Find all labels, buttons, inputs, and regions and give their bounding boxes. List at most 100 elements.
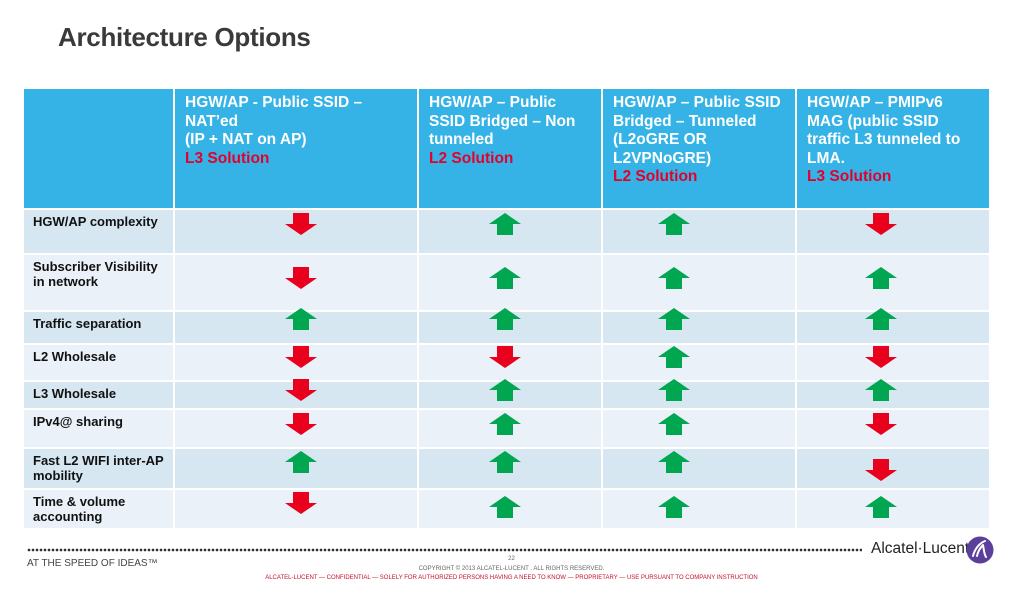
red-down-arrow-icon <box>285 379 317 401</box>
green-up-arrow-icon <box>865 267 897 289</box>
green-up-arrow-icon <box>658 496 690 518</box>
rating-cell <box>601 253 797 312</box>
rating-cell <box>601 488 797 530</box>
rating-cell <box>417 488 603 530</box>
green-up-arrow-icon <box>658 308 690 330</box>
red-down-arrow-icon <box>865 413 897 435</box>
column-header-text: HGW/AP – PMIPv6 MAG (public SSID traffic… <box>807 94 961 167</box>
column-header: HGW/AP – Public SSID Bridged – Non tunne… <box>417 87 603 210</box>
red-down-arrow-icon <box>285 346 317 368</box>
architecture-table: HGW/AP - Public SSID – NAT’ed (IP + NAT … <box>22 87 991 530</box>
rating-cell <box>417 379 603 410</box>
rating-cell <box>795 488 991 530</box>
green-up-arrow-icon <box>285 308 317 330</box>
column-header: HGW/AP – Public SSID Bridged – Tunneled … <box>601 87 797 210</box>
green-up-arrow-icon <box>658 213 690 235</box>
slide-title: Architecture Options <box>58 22 311 52</box>
green-up-arrow-icon <box>489 267 521 289</box>
footer-tagline: AT THE SPEED OF IDEAS™ <box>27 558 158 569</box>
table-row: L3 Wholesale <box>22 379 991 410</box>
rating-cell <box>795 379 991 410</box>
rating-cell <box>417 343 603 382</box>
table-row: Time & volume accounting <box>22 488 991 530</box>
red-down-arrow-icon <box>865 213 897 235</box>
table-header-row: HGW/AP - Public SSID – NAT’ed (IP + NAT … <box>22 87 991 210</box>
rating-cell <box>601 308 797 345</box>
red-down-arrow-icon <box>285 492 317 514</box>
column-header: HGW/AP - Public SSID – NAT’ed (IP + NAT … <box>173 87 419 210</box>
solution-label: L2 Solution <box>613 168 698 185</box>
green-up-arrow-icon <box>489 379 521 401</box>
rating-cell <box>173 253 419 312</box>
brand-name: Alcatel·Lucent <box>871 540 970 557</box>
rating-cell <box>795 253 991 312</box>
row-label: Time & volume accounting <box>22 488 175 530</box>
green-up-arrow-icon <box>489 413 521 435</box>
green-up-arrow-icon <box>489 213 521 235</box>
rating-cell <box>601 208 797 255</box>
rating-cell <box>173 488 419 530</box>
alcatel-lucent-logo-icon <box>966 536 994 564</box>
red-down-arrow-icon <box>489 346 521 368</box>
green-up-arrow-icon <box>865 496 897 518</box>
rating-cell <box>417 447 603 490</box>
table-row: IPv4@ sharing <box>22 408 991 449</box>
rating-cell <box>417 308 603 345</box>
row-label: IPv4@ sharing <box>22 408 175 449</box>
green-up-arrow-icon <box>658 267 690 289</box>
footer-dotted-line <box>27 547 862 553</box>
rating-cell <box>601 447 797 490</box>
green-up-arrow-icon <box>658 379 690 401</box>
green-up-arrow-icon <box>285 451 317 473</box>
red-down-arrow-icon <box>865 346 897 368</box>
red-down-arrow-icon <box>865 459 897 481</box>
rating-cell <box>173 379 419 410</box>
rating-cell <box>795 343 991 382</box>
rating-cell <box>173 447 419 490</box>
green-up-arrow-icon <box>658 346 690 368</box>
header-corner-cell <box>22 87 175 210</box>
rating-cell <box>795 308 991 345</box>
row-label: HGW/AP complexity <box>22 208 175 255</box>
rating-cell <box>173 343 419 382</box>
row-label: Traffic separation <box>22 310 175 345</box>
green-up-arrow-icon <box>658 413 690 435</box>
solution-label: L3 Solution <box>807 168 892 185</box>
rating-cell <box>601 379 797 410</box>
row-label: Subscriber Visibility in network <box>22 253 175 312</box>
green-up-arrow-icon <box>489 496 521 518</box>
confidentiality-notice: ALCATEL-LUCENT — CONFIDENTIAL — SOLELY F… <box>265 575 758 581</box>
rating-cell <box>417 208 603 255</box>
column-header: HGW/AP – PMIPv6 MAG (public SSID traffic… <box>795 87 991 210</box>
rating-cell <box>173 208 419 255</box>
table-row: L2 Wholesale <box>22 343 991 382</box>
solution-label: L3 Solution <box>185 149 270 167</box>
table-row: Subscriber Visibility in network <box>22 253 991 312</box>
rating-cell <box>417 253 603 312</box>
red-down-arrow-icon <box>285 267 317 289</box>
column-header-text: HGW/AP – Public SSID Bridged – Tunneled … <box>613 94 781 167</box>
rating-cell <box>601 343 797 382</box>
copyright-notice: COPYRIGHT © 2013 ALCATEL-LUCENT . ALL RI… <box>418 566 605 572</box>
rating-cell <box>173 308 419 345</box>
rating-cell <box>795 408 991 449</box>
rating-cell <box>173 408 419 449</box>
row-label: L2 Wholesale <box>22 343 175 382</box>
column-header-text: HGW/AP - Public SSID – NAT’ed (IP + NAT … <box>185 94 363 148</box>
green-up-arrow-icon <box>865 308 897 330</box>
green-up-arrow-icon <box>489 451 521 473</box>
green-up-arrow-icon <box>865 379 897 401</box>
green-up-arrow-icon <box>658 451 690 473</box>
green-up-arrow-icon <box>489 308 521 330</box>
rating-cell <box>795 208 991 255</box>
rating-cell <box>795 447 991 490</box>
column-header-text: HGW/AP – Public SSID Bridged – Non tunne… <box>429 94 576 148</box>
row-label: L3 Wholesale <box>22 380 175 410</box>
row-label: Fast L2 WIFI inter-AP mobility <box>22 447 175 490</box>
table-row: HGW/AP complexity <box>22 208 991 255</box>
red-down-arrow-icon <box>285 213 317 235</box>
rating-cell <box>601 408 797 449</box>
table-row: Fast L2 WIFI inter-AP mobility <box>22 447 991 490</box>
red-down-arrow-icon <box>285 413 317 435</box>
solution-label: L2 Solution <box>429 149 514 167</box>
